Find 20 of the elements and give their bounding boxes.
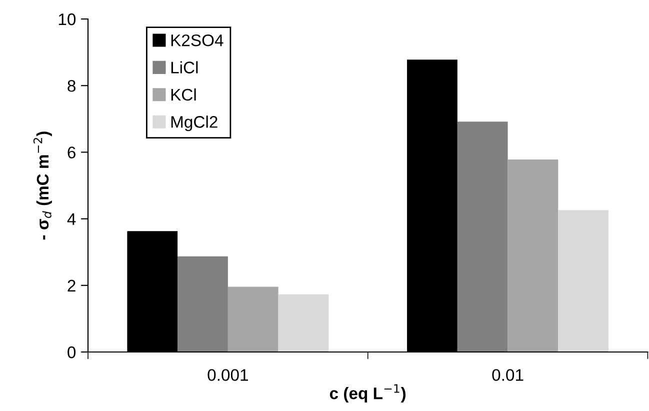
bar (457, 122, 508, 352)
y-tick-label: 10 (58, 13, 76, 26)
legend-label: K2SO4 (171, 34, 224, 46)
y-tick-label: 2 (68, 280, 76, 292)
bar (508, 160, 558, 352)
y-tick-label: 0 (68, 346, 76, 358)
x-axis-title: c (eq L$^{−1}$) (330, 384, 406, 403)
legend-label: KCl (171, 88, 196, 101)
bar (558, 210, 609, 352)
legend-label: MgCl2 (171, 116, 218, 132)
y-tick-label: 4 (67, 213, 76, 225)
x-tick-label: 0.01 (492, 369, 524, 381)
y-axis-title: - σ$_{d}$ (mC m$^{−2}$) (33, 132, 52, 240)
y-tick-label: 8 (68, 80, 76, 92)
y-tick-label: 6 (68, 146, 76, 158)
legend-label: LiCl (171, 61, 198, 74)
x-tick-label: 0.001 (208, 369, 248, 381)
bar (278, 294, 329, 352)
bar (228, 286, 278, 352)
bar (178, 256, 228, 352)
